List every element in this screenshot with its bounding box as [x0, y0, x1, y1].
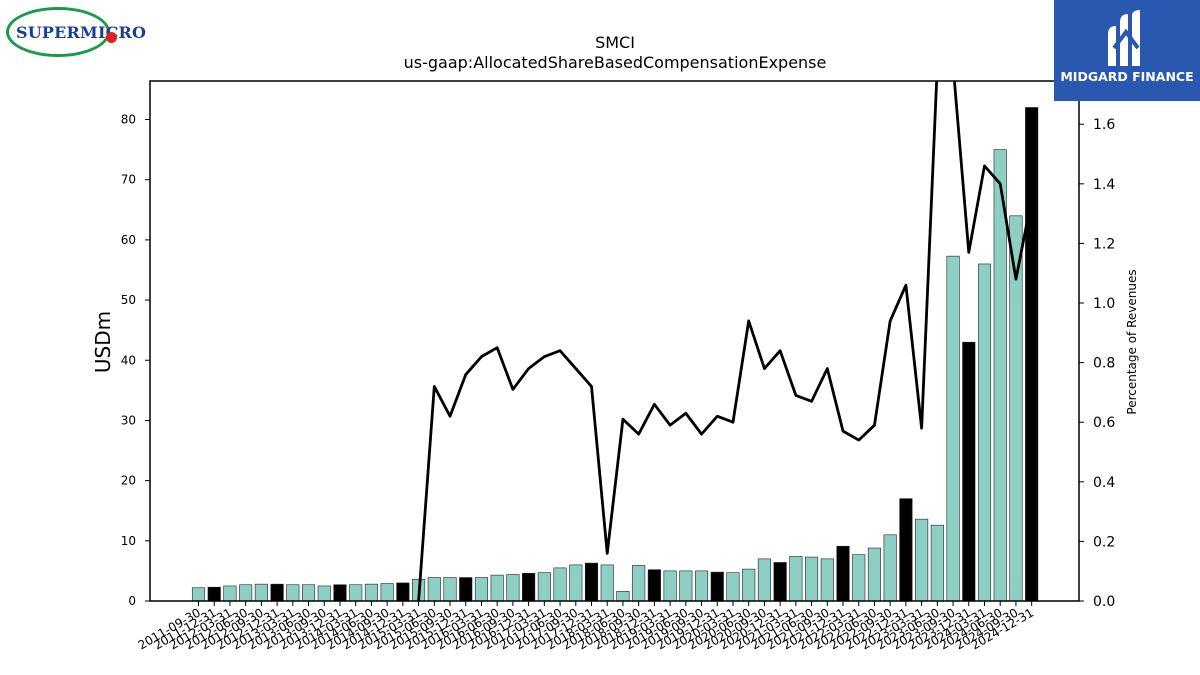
y-axis-label: USDm [91, 311, 115, 373]
bar [852, 554, 866, 602]
bar [883, 534, 897, 602]
y2-tick-label: 1.2 [1093, 236, 1115, 252]
bar [915, 518, 929, 602]
bar [977, 263, 992, 602]
bar [333, 584, 347, 602]
y-tick-label: 40 [121, 353, 136, 367]
bar [317, 585, 331, 602]
y-tick-label: 50 [121, 293, 136, 307]
y-tick-label: 10 [121, 534, 136, 548]
bar [694, 570, 709, 602]
bar [239, 584, 253, 602]
bar [899, 498, 913, 602]
bar [459, 577, 473, 602]
bar [443, 577, 457, 602]
bar [349, 584, 363, 602]
bar [537, 572, 551, 602]
bar-series [191, 107, 1039, 602]
y-tick-label: 0 [128, 594, 136, 608]
y-tick-label: 60 [121, 233, 136, 247]
bar [396, 582, 410, 602]
bar [490, 574, 504, 602]
bar [867, 547, 882, 602]
midgard-logo-text: MIDGARD FINANCE [1060, 69, 1194, 84]
bar [789, 556, 803, 602]
bar [820, 558, 834, 602]
midgard-finance-logo: MIDGARD FINANCE [1054, 0, 1200, 101]
bar [726, 572, 740, 602]
bar [427, 577, 441, 602]
bar [286, 584, 300, 602]
bar [207, 586, 221, 602]
bar [600, 564, 614, 602]
y2-tick-label: 1.4 [1093, 177, 1115, 193]
y2-tick-label: 0.6 [1093, 415, 1115, 431]
bar [710, 571, 724, 602]
bar [270, 583, 284, 602]
y-tick-label: 80 [121, 113, 136, 127]
bar [474, 577, 489, 602]
bar [584, 562, 599, 602]
bar [522, 573, 536, 602]
bar [962, 341, 976, 602]
logo-wordmark: SUPERMICRO [16, 23, 147, 42]
y2-tick-label: 0.8 [1093, 356, 1115, 372]
bar [742, 568, 756, 602]
percentage-line [417, 81, 1034, 601]
bar [930, 524, 944, 602]
logo-dot [106, 32, 117, 43]
line-series-group [417, 81, 1034, 601]
bar [632, 565, 646, 602]
y-tick-label: 30 [121, 413, 136, 427]
bar [1025, 107, 1039, 602]
chart-subtitle: us-gaap:AllocatedShareBasedCompensationE… [404, 53, 827, 72]
bar [805, 556, 819, 602]
bar [757, 558, 771, 602]
y2-tick-label: 0.0 [1093, 594, 1115, 610]
y2-tick-label: 0.4 [1093, 475, 1115, 491]
bar [946, 255, 960, 602]
bar [663, 570, 677, 602]
bar [191, 587, 206, 602]
bar [223, 585, 237, 602]
chart-title: SMCI [595, 33, 635, 52]
y2-axis-label: Percentage of Revenues [1125, 269, 1139, 414]
y-tick-label: 20 [121, 474, 136, 488]
y2-tick-label: 1.0 [1093, 296, 1115, 312]
bar [301, 584, 316, 602]
midgard-mark-icon [1108, 10, 1140, 66]
bar [647, 569, 661, 602]
bar [553, 567, 567, 602]
bar [254, 583, 268, 602]
supermicro-logo: SUPERMICRO [4, 5, 146, 61]
bar [506, 574, 520, 602]
bar [616, 591, 630, 602]
bar [380, 583, 394, 602]
y-tick-label: 70 [121, 173, 136, 187]
bar [773, 562, 787, 602]
bar [836, 545, 850, 602]
bar [679, 570, 693, 602]
bar [364, 583, 378, 602]
plot-frame [149, 80, 1080, 602]
bar [569, 564, 583, 602]
y2-tick-label: 0.2 [1093, 534, 1115, 550]
y2-tick-label: 1.6 [1093, 117, 1115, 133]
